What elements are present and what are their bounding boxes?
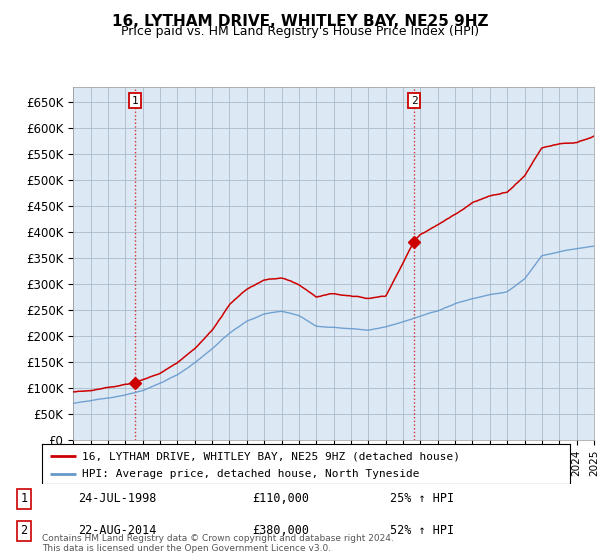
Text: 2: 2 [20,524,28,537]
Text: 25% ↑ HPI: 25% ↑ HPI [390,492,454,505]
Text: 16, LYTHAM DRIVE, WHITLEY BAY, NE25 9HZ: 16, LYTHAM DRIVE, WHITLEY BAY, NE25 9HZ [112,14,488,29]
Text: 1: 1 [131,96,139,106]
Text: 1: 1 [20,492,28,505]
Text: Price paid vs. HM Land Registry's House Price Index (HPI): Price paid vs. HM Land Registry's House … [121,25,479,38]
Text: 2: 2 [411,96,418,106]
Text: 24-JUL-1998: 24-JUL-1998 [78,492,157,505]
Text: HPI: Average price, detached house, North Tyneside: HPI: Average price, detached house, Nort… [82,469,419,479]
Text: £110,000: £110,000 [252,492,309,505]
Text: 22-AUG-2014: 22-AUG-2014 [78,524,157,537]
Text: 52% ↑ HPI: 52% ↑ HPI [390,524,454,537]
Text: 16, LYTHAM DRIVE, WHITLEY BAY, NE25 9HZ (detached house): 16, LYTHAM DRIVE, WHITLEY BAY, NE25 9HZ … [82,451,460,461]
Text: Contains HM Land Registry data © Crown copyright and database right 2024.
This d: Contains HM Land Registry data © Crown c… [42,534,394,553]
Text: £380,000: £380,000 [252,524,309,537]
